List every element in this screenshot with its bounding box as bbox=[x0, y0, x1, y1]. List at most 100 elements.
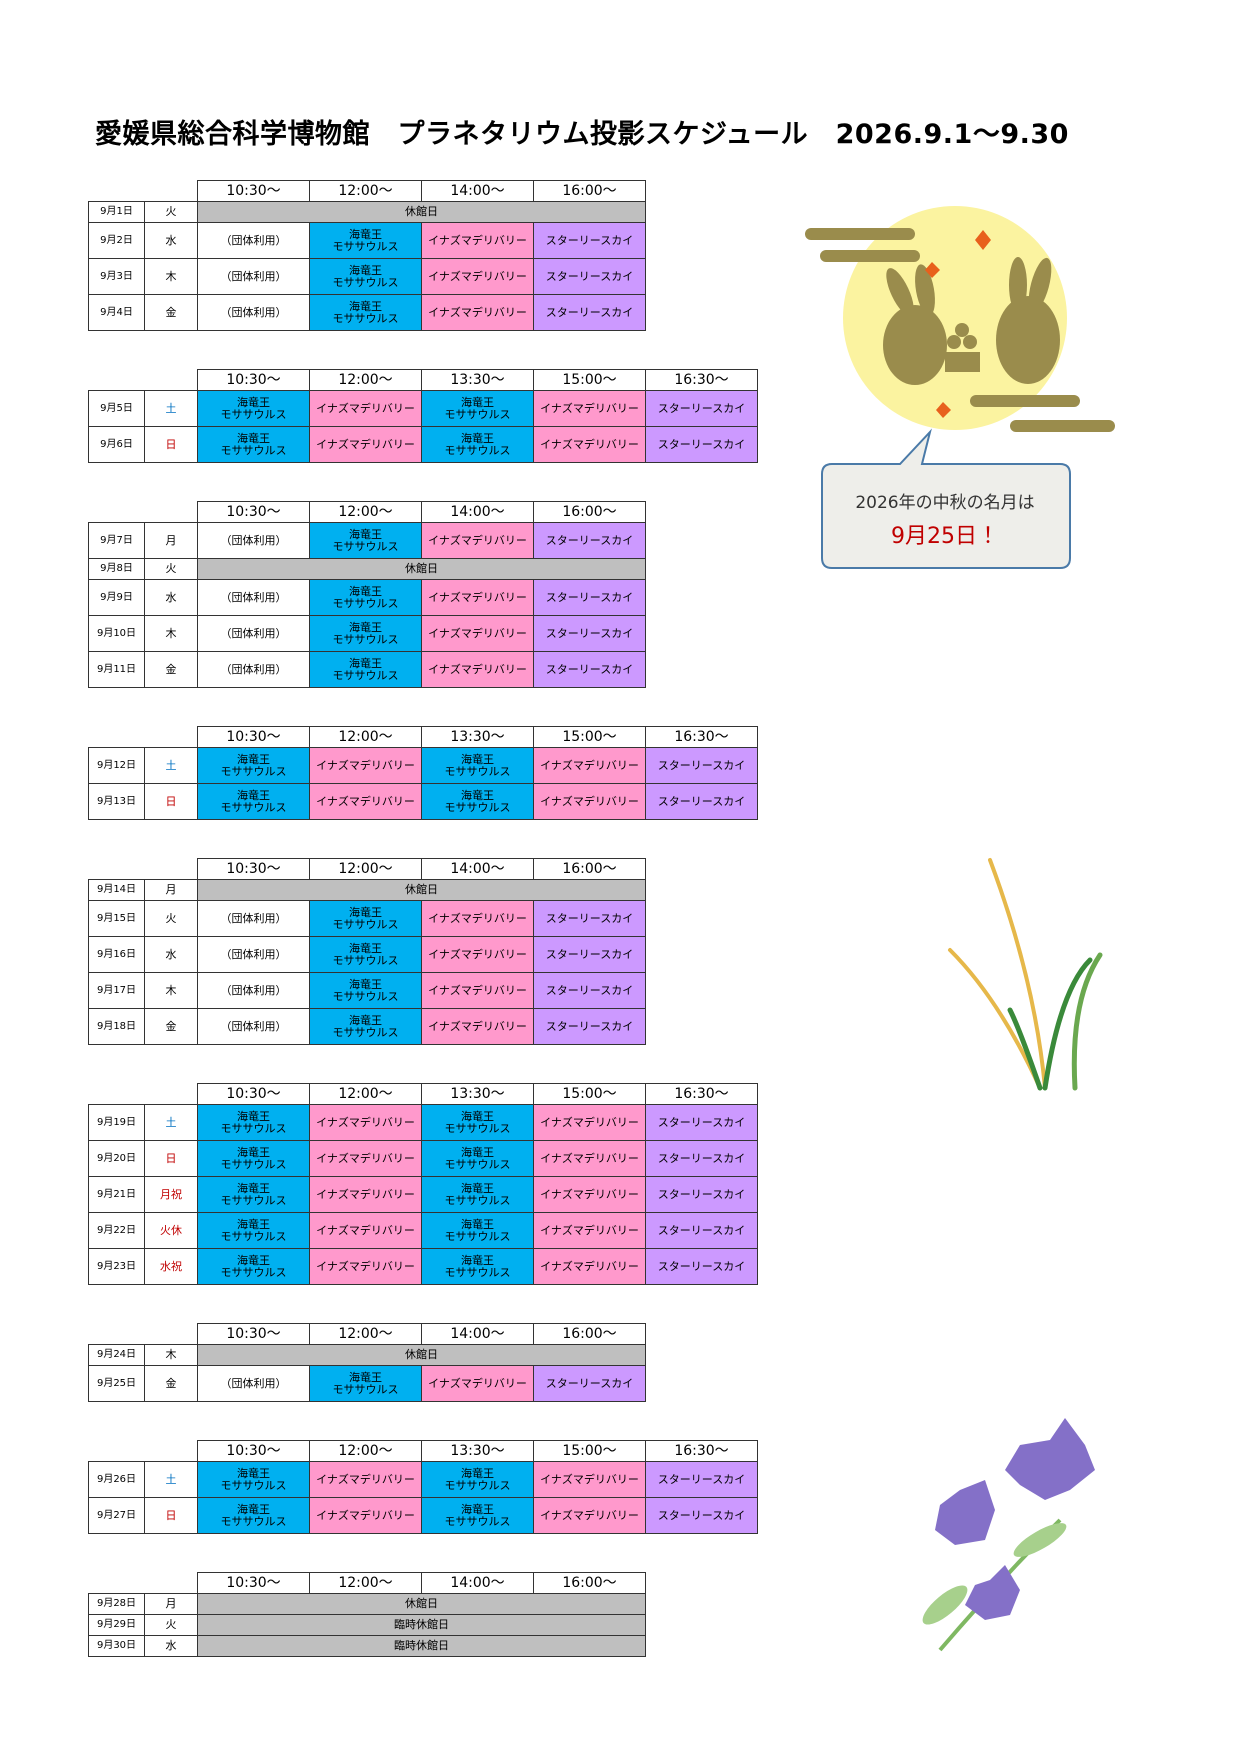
schedule-table: 10:30～ 12:00～ 14:00～ 16:00～ 9月7日月（団体利用） 海竜王 モ… bbox=[88, 501, 646, 688]
program: イナズマデリバリー bbox=[309, 747, 422, 784]
date: 9月16日 bbox=[88, 936, 145, 973]
program: 海竜王 モササウルス bbox=[309, 936, 422, 973]
program: 海竜王 モササウルス bbox=[197, 1140, 310, 1177]
program: 海竜王 モササウルス bbox=[309, 522, 422, 559]
date: 9月27日 bbox=[88, 1497, 145, 1534]
program: スターリースカイ bbox=[645, 747, 758, 784]
time-slot: 15:00～ bbox=[533, 726, 646, 748]
weekday: 月 bbox=[144, 522, 198, 559]
time-slot: 12:00～ bbox=[309, 1572, 422, 1594]
program: 海竜王 モササウルス bbox=[197, 1176, 310, 1213]
date: 9月2日 bbox=[88, 222, 145, 259]
program: イナズマデリバリー bbox=[309, 1212, 422, 1249]
moon-illustration bbox=[805, 206, 1115, 432]
program: イナズマデリバリー bbox=[533, 1497, 646, 1534]
time-header-row: 10:30～ 12:00～ 14:00～ 16:00～ bbox=[89, 180, 646, 202]
time-slot: 12:00～ bbox=[309, 1323, 422, 1345]
date: 9月10日 bbox=[88, 615, 145, 652]
program: 休館日 bbox=[197, 879, 646, 901]
program: （団体利用） bbox=[197, 522, 310, 559]
weekday: 水祝 bbox=[144, 1248, 198, 1285]
program: （団体利用） bbox=[197, 294, 310, 331]
program: イナズマデリバリー bbox=[533, 783, 646, 820]
program: スターリースカイ bbox=[533, 1365, 646, 1402]
time-slot: 12:00～ bbox=[309, 1083, 422, 1105]
weekday: 月祝 bbox=[144, 1176, 198, 1213]
program: 休館日 bbox=[197, 1593, 646, 1615]
program: イナズマデリバリー bbox=[533, 1176, 646, 1213]
program: （団体利用） bbox=[197, 1008, 310, 1045]
blank bbox=[145, 1441, 198, 1462]
time-header-row: 10:30～ 12:00～ 13:30～ 15:00～ 16:30～ bbox=[89, 1083, 758, 1105]
date: 9月29日 bbox=[88, 1614, 145, 1636]
program: イナズマデリバリー bbox=[421, 972, 534, 1009]
program: イナズマデリバリー bbox=[309, 1461, 422, 1498]
time-slot: 16:00～ bbox=[533, 501, 646, 523]
date: 9月23日 bbox=[88, 1248, 145, 1285]
schedule-table: 10:30～ 12:00～ 14:00～ 16:00～ 9月28日月休館日 9月29日火臨… bbox=[88, 1572, 646, 1657]
flower-illustration bbox=[922, 1418, 1095, 1652]
weekday: 土 bbox=[144, 390, 198, 427]
date: 9月18日 bbox=[88, 1008, 145, 1045]
weekday: 金 bbox=[144, 1365, 198, 1402]
weekday: 土 bbox=[144, 1461, 198, 1498]
program: イナズマデリバリー bbox=[421, 258, 534, 295]
program: イナズマデリバリー bbox=[533, 1248, 646, 1285]
blank bbox=[89, 1573, 145, 1594]
blank bbox=[89, 859, 145, 880]
day-row: 9月5日土海竜王 モササウルス イナズマデリバリー 海竜王 モササウルス イナズマデリ… bbox=[88, 390, 758, 427]
time-header-row: 10:30～ 12:00～ 13:30～ 15:00～ 16:30～ bbox=[89, 726, 758, 748]
date: 9月4日 bbox=[88, 294, 145, 331]
program: 海竜王 モササウルス bbox=[421, 1461, 534, 1498]
time-slot: 13:30～ bbox=[421, 369, 534, 391]
blank bbox=[89, 727, 145, 748]
schedule-table: 10:30～ 12:00～ 13:30～ 15:00～ 16:30～ 9月26日土海竜王 … bbox=[88, 1440, 758, 1534]
date: 9月28日 bbox=[88, 1593, 145, 1615]
day-row: 9月2日水（団体利用） 海竜王 モササウルス イナズマデリバリー スターリースカイ bbox=[88, 222, 646, 259]
blank bbox=[89, 1084, 145, 1105]
day-row: 9月22日 火休 海竜王 モササウルス イナズマデリバリー 海竜王 モササウルス イナズマ… bbox=[88, 1212, 758, 1249]
date: 9月21日 bbox=[88, 1176, 145, 1213]
weekday: 木 bbox=[144, 972, 198, 1009]
program: イナズマデリバリー bbox=[421, 294, 534, 331]
date: 9月17日 bbox=[88, 972, 145, 1009]
time-slot: 12:00～ bbox=[309, 1440, 422, 1462]
program: 海竜王 モササウルス bbox=[197, 1248, 310, 1285]
time-slot: 12:00～ bbox=[309, 858, 422, 880]
date: 9月15日 bbox=[88, 900, 145, 937]
time-slot: 14:00～ bbox=[421, 1572, 534, 1594]
program: スターリースカイ bbox=[645, 1176, 758, 1213]
program: （団体利用） bbox=[197, 258, 310, 295]
program: 海竜王 モササウルス bbox=[309, 972, 422, 1009]
date: 9月24日 bbox=[88, 1344, 145, 1366]
program: 海竜王 モササウルス bbox=[197, 1461, 310, 1498]
date: 9月6日 bbox=[88, 426, 145, 463]
weekday: 火 bbox=[144, 900, 198, 937]
program: スターリースカイ bbox=[533, 579, 646, 616]
blank bbox=[89, 181, 145, 202]
date: 9月9日 bbox=[88, 579, 145, 616]
time-slot: 16:00～ bbox=[533, 858, 646, 880]
date: 9月8日 bbox=[88, 558, 145, 580]
weekday: 火休 bbox=[144, 1212, 198, 1249]
program: イナズマデリバリー bbox=[533, 390, 646, 427]
time-header-row: 10:30～ 12:00～ 14:00～ 16:00～ bbox=[89, 1323, 646, 1345]
program: （団体利用） bbox=[197, 972, 310, 1009]
program: 海竜王 モササウルス bbox=[309, 258, 422, 295]
program: イナズマデリバリー bbox=[533, 1140, 646, 1177]
weekday: 木 bbox=[144, 615, 198, 652]
program: 海竜王 モササウルス bbox=[421, 1248, 534, 1285]
schedule-table: 10:30～ 12:00～ 13:30～ 15:00～ 16:30～ 9月12日土海竜王 … bbox=[88, 726, 758, 820]
program: 海竜王 モササウルス bbox=[197, 390, 310, 427]
program: スターリースカイ bbox=[533, 522, 646, 559]
program: 臨時休館日 bbox=[197, 1614, 646, 1636]
time-header-row: 10:30～ 12:00～ 14:00～ 16:00～ bbox=[89, 501, 646, 523]
day-row: 9月23日 水祝 海竜王 モササウルス イナズマデリバリー 海竜王 モササウルス イナズマ… bbox=[88, 1248, 758, 1285]
time-slot: 16:00～ bbox=[533, 1323, 646, 1345]
program: スターリースカイ bbox=[645, 390, 758, 427]
time-slot: 16:30～ bbox=[645, 369, 758, 391]
date: 9月1日 bbox=[88, 201, 145, 223]
day-row: 9月18日金（団体利用） 海竜王 モササウルス イナズマデリバリー スターリースカイ bbox=[88, 1008, 646, 1045]
weekday: 日 bbox=[144, 783, 198, 820]
